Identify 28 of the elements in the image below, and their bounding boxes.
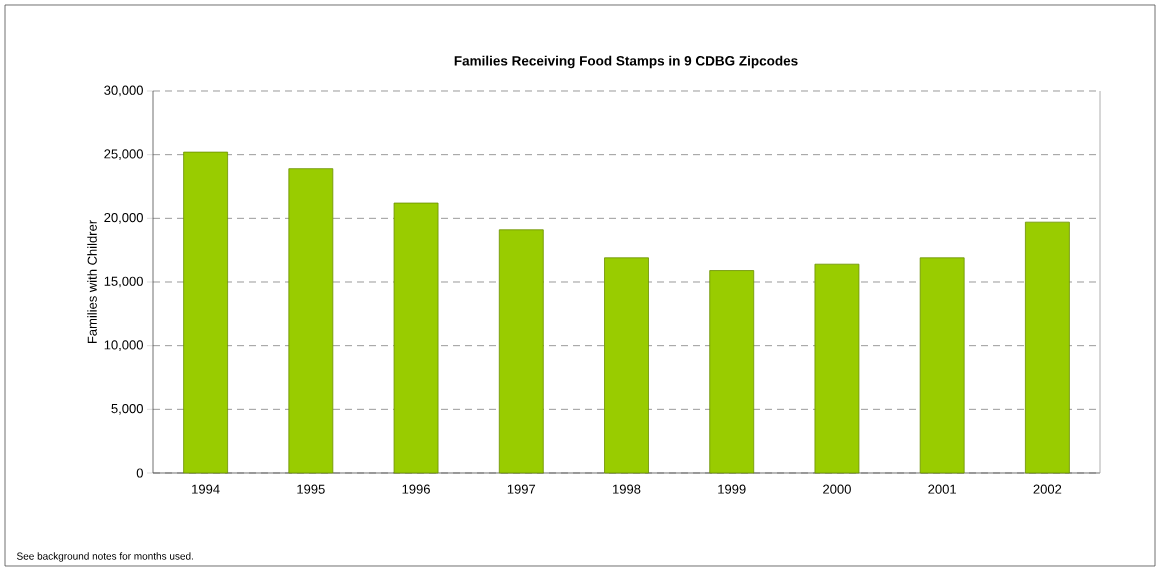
bar bbox=[1024, 221, 1070, 474]
y-tick-label: 5,000 bbox=[111, 403, 143, 415]
y-tick-label: 30,000 bbox=[104, 85, 143, 97]
bar bbox=[393, 202, 439, 474]
text: See background notes for months used. bbox=[16, 552, 193, 562]
y-tick-label: 25,000 bbox=[104, 149, 143, 161]
x-tick-label: 1998 bbox=[613, 484, 641, 494]
chart-title: Families Receiving Food Stamps in 9 CDBG Zipcodes bbox=[454, 55, 798, 69]
bar bbox=[919, 257, 965, 474]
bar bbox=[288, 168, 334, 474]
bar bbox=[604, 257, 649, 474]
x-tick-label: 1994 bbox=[192, 484, 220, 494]
x-tick-label: 1996 bbox=[402, 484, 430, 494]
bar bbox=[183, 151, 229, 474]
x-tick-label: 1999 bbox=[718, 484, 746, 494]
y-axis-title: Families with Childrer bbox=[87, 220, 97, 344]
x-tick-label: 2000 bbox=[823, 484, 851, 494]
y-tick-label: 15,000 bbox=[104, 276, 143, 288]
x-tick-label: 1997 bbox=[507, 484, 536, 494]
y-tick-label: 0 bbox=[136, 468, 143, 478]
bar bbox=[498, 229, 544, 474]
x-tick-label: 1995 bbox=[297, 484, 325, 494]
x-tick-label: 2002 bbox=[1033, 484, 1062, 494]
y-tick-label: 20,000 bbox=[104, 212, 143, 224]
bar bbox=[709, 270, 755, 474]
bar bbox=[814, 263, 860, 474]
y-tick-label: 10,000 bbox=[104, 340, 143, 352]
x-tick-label: 2001 bbox=[928, 484, 956, 494]
